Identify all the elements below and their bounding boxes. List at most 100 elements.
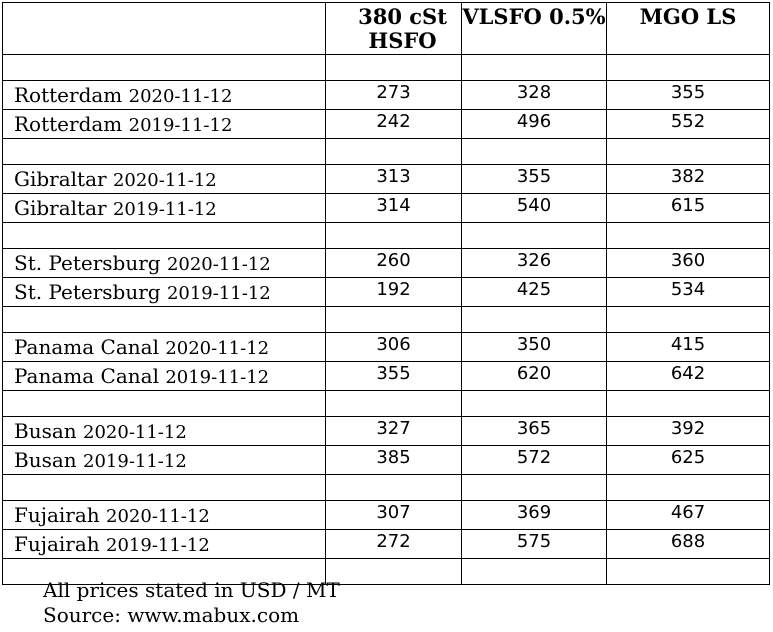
mgo-price-cell: 625 [606,445,770,475]
price-date: 2019-11-12 [166,283,271,304]
price-date: 2019-11-12 [106,535,210,556]
empty-cell [2,558,326,585]
price-date: 2020-11-12 [165,338,270,359]
vlsfo-price-cell: 575 [461,529,607,559]
table-row: Busan 2020-11-12 327 365 392 [2,416,770,446]
vlsfo-price-cell: 355 [461,164,607,194]
empty-cell [325,474,462,501]
port-cell: Busan 2020-11-12 [2,416,326,446]
hsfo-price-cell: 355 [325,361,462,391]
hsfo-price-cell: 242 [325,109,462,139]
vlsfo-price-cell: 365 [461,416,607,446]
hsfo-price-cell: 306 [325,332,462,362]
vlsfo-price-cell: 620 [461,361,607,391]
port-cell: St. Petersburg 2019-11-12 [2,277,326,307]
empty-cell [461,558,607,585]
vlsfo-price-cell: 350 [461,332,607,362]
empty-cell [325,306,462,333]
empty-cell [325,390,462,417]
price-date: 2019-11-12 [165,367,270,388]
table-row: Fujairah 2019-11-12 272 575 688 [2,529,770,559]
empty-cell [606,222,770,249]
port-cell: St. Petersburg 2020-11-12 [2,248,326,278]
empty-cell [461,306,607,333]
mgo-price-cell: 355 [606,80,770,110]
port-name: Gibraltar [14,167,107,191]
vlsfo-price-cell: 328 [461,80,607,110]
vlsfo-price-cell: 425 [461,277,607,307]
price-date: 2019-11-12 [83,451,187,472]
price-date: 2020-11-12 [106,506,210,527]
port-name: St. Petersburg [14,280,161,304]
empty-cell [325,558,462,585]
empty-cell [606,138,770,165]
table-row: Panama Canal 2020-11-12 306 350 415 [2,332,770,362]
port-cell: Fujairah 2019-11-12 [2,529,326,559]
hsfo-price-cell: 192 [325,277,462,307]
bunker-price-table: 380 cSt HSFO VLSFO 0.5% MGO LS Rotterdam… [2,2,770,585]
port-name: Panama Canal [14,335,159,359]
price-date: 2020-11-12 [112,170,217,191]
header-mgo: MGO LS [606,2,770,55]
spacer-row [2,474,770,501]
hsfo-price-cell: 307 [325,500,462,530]
table-row: Rotterdam 2019-11-12 242 496 552 [2,109,770,139]
port-cell: Gibraltar 2020-11-12 [2,164,326,194]
empty-cell [461,390,607,417]
price-date: 2020-11-12 [128,86,233,107]
hsfo-price-cell: 260 [325,248,462,278]
empty-cell [606,558,770,585]
port-name: Panama Canal [14,364,159,388]
empty-cell [325,54,462,81]
price-date: 2019-11-12 [112,199,217,220]
vlsfo-price-cell: 540 [461,193,607,223]
hsfo-price-cell: 272 [325,529,462,559]
empty-cell [461,222,607,249]
header-vlsfo: VLSFO 0.5% [461,2,607,55]
table-row: Fujairah 2020-11-12 307 369 467 [2,500,770,530]
empty-cell [606,474,770,501]
table-row: Gibraltar 2020-11-12 313 355 382 [2,164,770,194]
table-row: St. Petersburg 2020-11-12 260 326 360 [2,248,770,278]
spacer-row [2,138,770,165]
empty-cell [461,54,607,81]
units-note: All prices stated in USD / MT [43,578,340,602]
price-date: 2020-11-12 [166,254,271,275]
vlsfo-price-cell: 369 [461,500,607,530]
mgo-price-cell: 534 [606,277,770,307]
hsfo-price-cell: 385 [325,445,462,475]
port-cell: Busan 2019-11-12 [2,445,326,475]
price-date: 2020-11-12 [83,422,187,443]
spacer-row [2,390,770,417]
port-name: St. Petersburg [14,251,161,275]
vlsfo-price-cell: 496 [461,109,607,139]
hsfo-price-cell: 273 [325,80,462,110]
port-name: Fujairah [14,532,100,556]
mgo-price-cell: 392 [606,416,770,446]
empty-cell [2,306,326,333]
empty-cell [606,390,770,417]
vlsfo-price-cell: 572 [461,445,607,475]
mgo-price-cell: 615 [606,193,770,223]
empty-cell [2,138,326,165]
port-name: Rotterdam [14,112,123,136]
hsfo-price-cell: 313 [325,164,462,194]
mgo-price-cell: 642 [606,361,770,391]
table-row: Gibraltar 2019-11-12 314 540 615 [2,193,770,223]
port-cell: Gibraltar 2019-11-12 [2,193,326,223]
port-cell: Rotterdam 2020-11-12 [2,80,326,110]
mgo-price-cell: 467 [606,500,770,530]
hsfo-price-cell: 314 [325,193,462,223]
table-row: St. Petersburg 2019-11-12 192 425 534 [2,277,770,307]
empty-cell [606,306,770,333]
table-row: Rotterdam 2020-11-12 273 328 355 [2,80,770,110]
header-row: 380 cSt HSFO VLSFO 0.5% MGO LS [2,2,770,55]
empty-cell [606,54,770,81]
hsfo-price-cell: 327 [325,416,462,446]
spacer-row [2,222,770,249]
port-cell: Panama Canal 2020-11-12 [2,332,326,362]
port-name: Busan [14,419,77,443]
mgo-price-cell: 552 [606,109,770,139]
empty-cell [325,138,462,165]
